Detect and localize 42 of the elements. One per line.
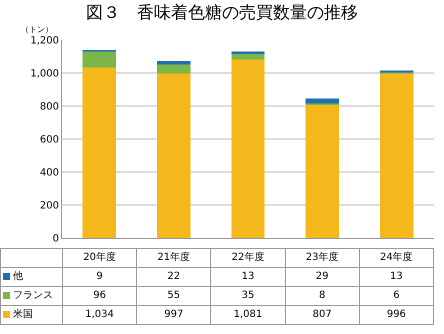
x-tick-label: 22年度 <box>210 248 286 268</box>
legend-label: 米国 <box>0 306 62 324</box>
bar <box>156 74 190 238</box>
legend-label: 他 <box>0 268 62 286</box>
data-label: 807 <box>285 306 360 324</box>
y-tick-label: 1,200 <box>30 36 59 46</box>
data-label: 996 <box>359 306 434 324</box>
y-tick-label: 0 <box>52 234 59 244</box>
bar <box>231 60 265 238</box>
bar <box>306 98 340 104</box>
data-label: 35 <box>210 286 286 306</box>
bar <box>156 60 190 64</box>
data-label: 96 <box>62 286 137 306</box>
y-tick-label: 1,000 <box>30 68 59 80</box>
legend-label: フランス <box>0 286 62 306</box>
bar <box>306 104 340 238</box>
x-tick-label: 20年度 <box>62 248 137 268</box>
data-label: 1,081 <box>210 306 286 324</box>
data-label: 8 <box>285 286 360 306</box>
x-tick-label: 21年度 <box>136 248 211 268</box>
x-tick-label: 24年度 <box>359 248 434 268</box>
data-label: 13 <box>210 268 286 286</box>
chart-title: 図３ 香味着色糖の売買数量の推移 <box>86 3 358 24</box>
y-tick-label: 200 <box>40 200 59 212</box>
data-label: 9 <box>62 268 137 286</box>
y-axis-title: （トン） <box>21 25 53 34</box>
y-tick-label: 600 <box>40 134 59 146</box>
x-tick-label: 23年度 <box>285 248 360 268</box>
data-label: 997 <box>136 306 211 324</box>
bar <box>380 74 414 238</box>
bar <box>82 52 116 68</box>
y-tick-label: 400 <box>40 168 59 178</box>
data-label: 22 <box>136 268 211 286</box>
data-label: 55 <box>136 286 211 306</box>
bar <box>231 54 265 60</box>
data-label: 13 <box>359 268 434 286</box>
y-tick-label: 800 <box>40 102 59 112</box>
bar <box>156 64 190 74</box>
data-label: 6 <box>359 286 434 306</box>
data-label: 29 <box>285 268 360 286</box>
data-label: 1,034 <box>62 306 137 324</box>
bar <box>82 67 116 238</box>
